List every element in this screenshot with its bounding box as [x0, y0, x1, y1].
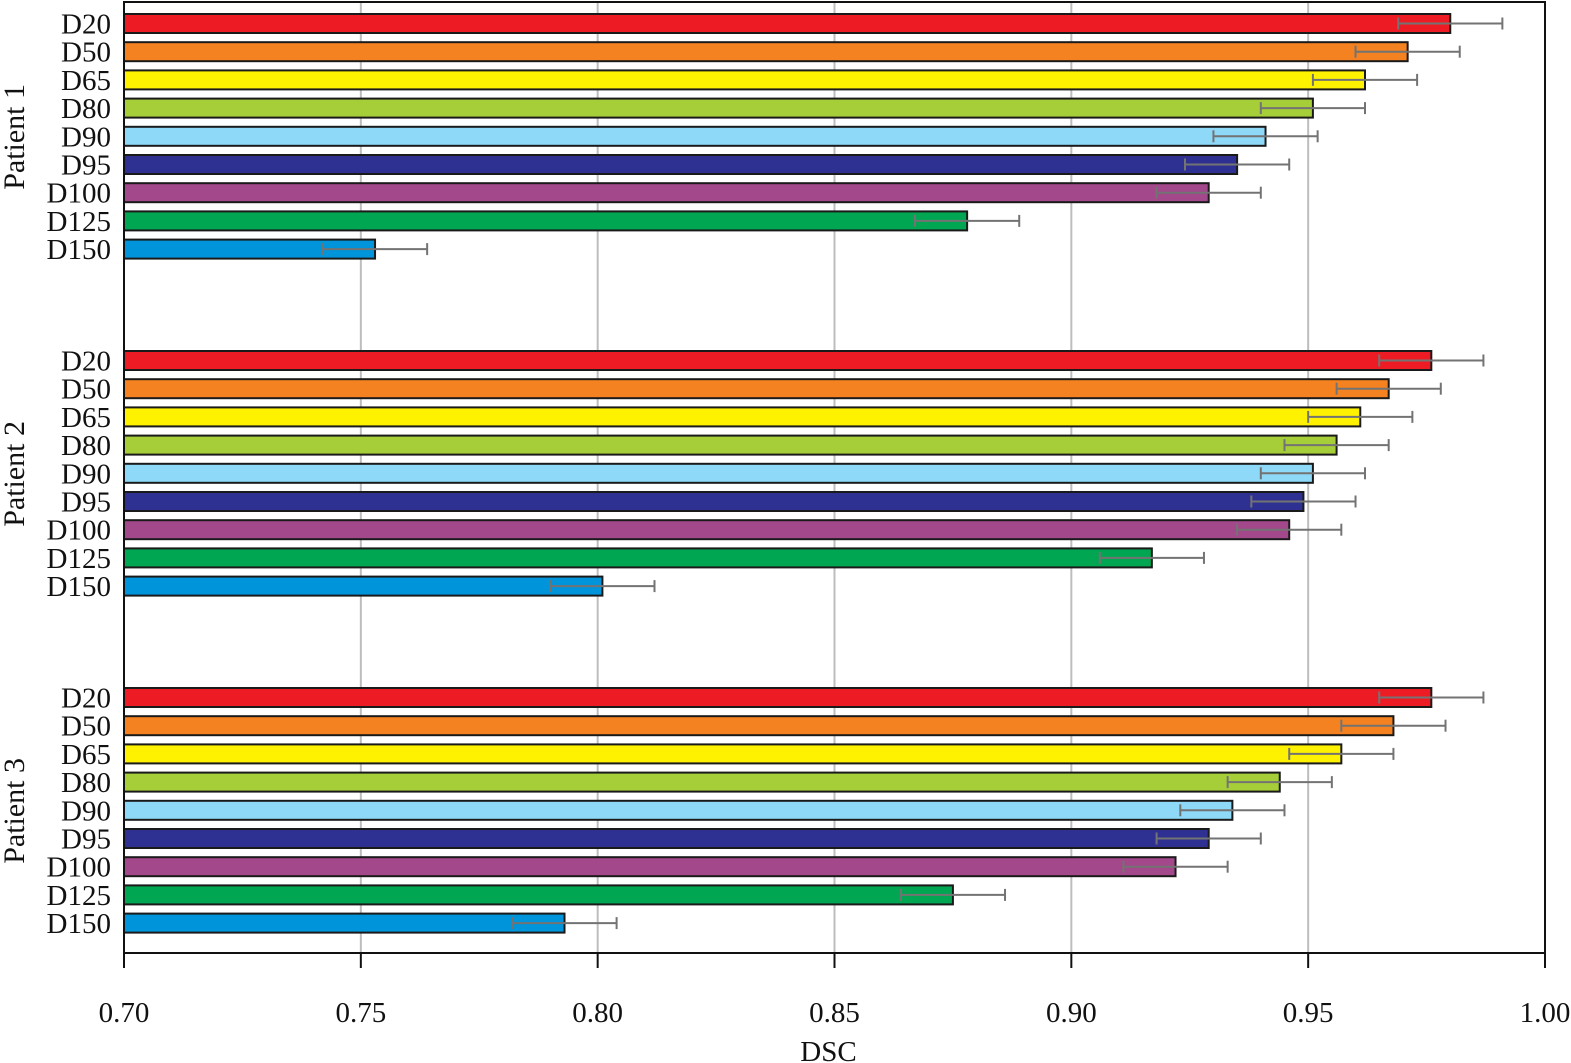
error-bar: [1259, 102, 1367, 115]
category-labels: D20D50D65D80D90D95D100D125D150D20D50D65D…: [47, 9, 111, 941]
error-bar: [1212, 130, 1319, 143]
category-label: D150: [47, 908, 111, 940]
error-bar: [1307, 410, 1414, 423]
category-label: D65: [61, 739, 111, 771]
category-label: D20: [61, 9, 111, 41]
category-label: D95: [61, 824, 111, 856]
error-bar: [1236, 523, 1343, 536]
group-labels: Patient 1 Patient 2 Patient 3: [0, 84, 31, 864]
category-label: D95: [61, 487, 111, 519]
category-label: D50: [61, 37, 111, 69]
category-label: D125: [47, 206, 111, 238]
x-tick-label: 0.85: [809, 997, 860, 1029]
error-bar: [899, 888, 1007, 901]
category-label: D90: [61, 121, 111, 153]
bar-patient-3-d95: [123, 828, 1210, 849]
group-label-patient-3: Patient 3: [0, 758, 31, 864]
category-label: D65: [61, 65, 111, 97]
group-label-patient-1: Patient 1: [0, 84, 31, 190]
category-label: D50: [61, 711, 111, 743]
bar-patient-1-d95: [123, 154, 1239, 175]
error-bar: [1288, 747, 1395, 760]
error-bar: [549, 580, 656, 593]
error-bar: [1378, 691, 1485, 704]
error-bar: [511, 917, 618, 930]
category-label: D95: [61, 150, 111, 182]
error-bar: [321, 243, 429, 256]
category-label: D20: [61, 683, 111, 715]
error-bar: [1184, 158, 1291, 171]
category-label: D150: [47, 571, 111, 603]
bar-patient-1-d20: [123, 13, 1452, 34]
error-bar: [1098, 551, 1205, 564]
category-label: D20: [61, 346, 111, 378]
bar-patient-1-d50: [123, 41, 1409, 63]
category-label: D65: [61, 402, 111, 434]
category-label: D80: [61, 767, 111, 799]
x-tick-label: 0.75: [335, 997, 386, 1029]
error-bar: [1340, 719, 1447, 732]
category-label: D100: [47, 852, 111, 884]
bar-patient-2-d80: [123, 434, 1338, 456]
bar-patient-2-d20: [123, 350, 1433, 371]
bar-patient-2-d90: [123, 462, 1314, 484]
error-bar: [1378, 354, 1485, 367]
category-label: D80: [61, 430, 111, 462]
category-label: D90: [61, 458, 111, 490]
error-bar: [1311, 73, 1419, 86]
bar-patient-2-d50: [123, 378, 1390, 400]
bars: [123, 13, 1452, 934]
bar-patient-2-d125: [123, 547, 1153, 569]
x-tick-label: 0.90: [1046, 997, 1097, 1029]
x-tick-label: 1.00: [1520, 997, 1571, 1029]
error-bar: [1155, 832, 1262, 845]
bar-patient-2-d65: [123, 406, 1362, 428]
bar-patient-1-d80: [123, 97, 1314, 119]
error-bar: [1250, 495, 1357, 508]
category-label: D150: [47, 234, 111, 266]
bar-patient-1-d100: [123, 182, 1210, 204]
error-bars: [321, 17, 1504, 930]
error-bar: [1397, 17, 1504, 30]
category-label: D100: [47, 515, 111, 547]
bar-patient-3-d150: [123, 912, 566, 934]
error-bar: [1283, 439, 1390, 452]
error-bar: [1354, 45, 1461, 58]
group-label-patient-2: Patient 2: [0, 421, 31, 527]
category-label: D100: [47, 178, 111, 210]
error-bar: [1179, 804, 1286, 817]
bar-patient-3-d90: [123, 799, 1234, 821]
bar-patient-3-d20: [123, 687, 1433, 708]
bar-patient-1-d65: [123, 69, 1367, 91]
category-label: D50: [61, 374, 111, 406]
category-label: D125: [47, 880, 111, 912]
error-bar: [1226, 776, 1333, 789]
bar-patient-3-d65: [123, 743, 1343, 765]
bar-patient-3-d50: [123, 715, 1395, 737]
bar-patient-1-d90: [123, 125, 1267, 147]
x-axis-title: DSC: [800, 1036, 856, 1063]
x-tick-label: 0.95: [1283, 997, 1334, 1029]
category-label: D80: [61, 93, 111, 125]
error-bar: [1122, 860, 1229, 873]
x-axis-ticks: 0.70 0.75 0.80 0.85 0.90 0.95 1.00: [99, 953, 1571, 1029]
error-bar: [1155, 186, 1262, 199]
x-tick-label: 0.70: [99, 997, 150, 1029]
category-label: D90: [61, 795, 111, 827]
bar-patient-2-d100: [123, 519, 1291, 541]
bar-patient-3-d125: [123, 884, 954, 906]
error-bar: [914, 214, 1021, 227]
x-tick-label: 0.80: [572, 997, 623, 1029]
bar-patient-3-d100: [123, 856, 1177, 878]
error-bar: [1335, 382, 1442, 395]
bar-patient-2-d150: [123, 575, 604, 597]
bar-patient-1-d125: [123, 210, 969, 232]
bar-patient-3-d80: [123, 771, 1281, 793]
category-label: D125: [47, 543, 111, 575]
bar-patient-2-d95: [123, 491, 1305, 512]
error-bar: [1259, 467, 1367, 480]
